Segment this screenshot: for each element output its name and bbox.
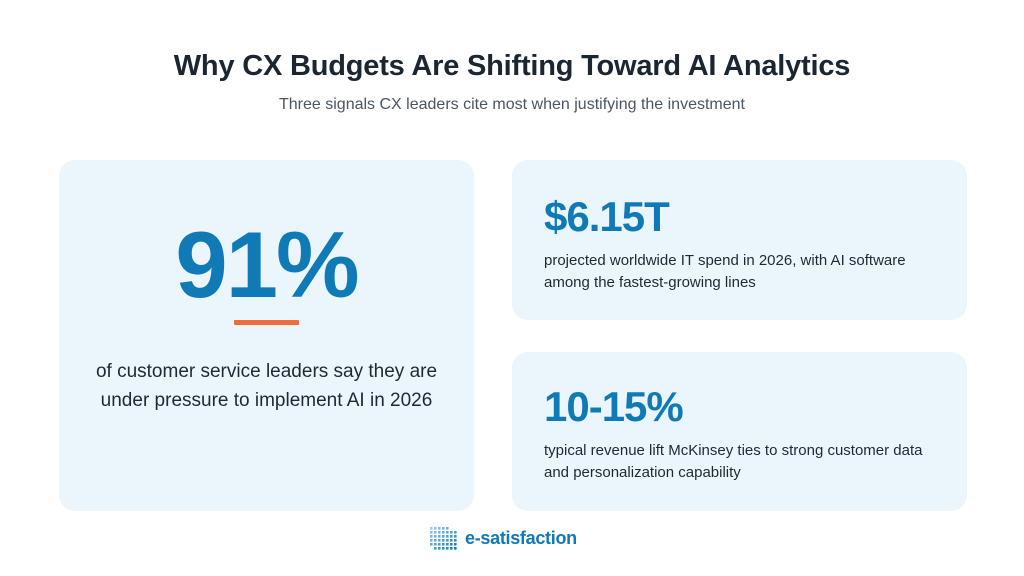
brand-name: e-satisfaction [465, 527, 577, 548]
page-subtitle: Three signals CX leaders cite most when … [279, 96, 745, 113]
brand-logo: e-satisfaction [429, 526, 577, 550]
stat-card-it-spend: $6.15T projected worldwide IT spend in 2… [512, 160, 967, 320]
page-title: Why CX Budgets Are Shifting Toward AI An… [173, 50, 851, 82]
stat-description: projected worldwide IT spend in 2026, wi… [544, 252, 906, 291]
stat-card-pressure: 91% of customer service leaders say they… [59, 160, 474, 511]
stat-description: of customer service leaders say they are… [95, 361, 438, 411]
dot-grid-logo-icon [430, 527, 457, 550]
stat-value: 91% [175, 212, 359, 317]
stat-description: typical revenue lift McKinsey ties to st… [544, 442, 923, 481]
stat-value: 10-15% [544, 383, 684, 430]
accent-divider [234, 320, 299, 325]
stat-value: $6.15T [544, 193, 670, 240]
stat-card-revenue-lift: 10-15% typical revenue lift McKinsey tie… [512, 352, 967, 511]
